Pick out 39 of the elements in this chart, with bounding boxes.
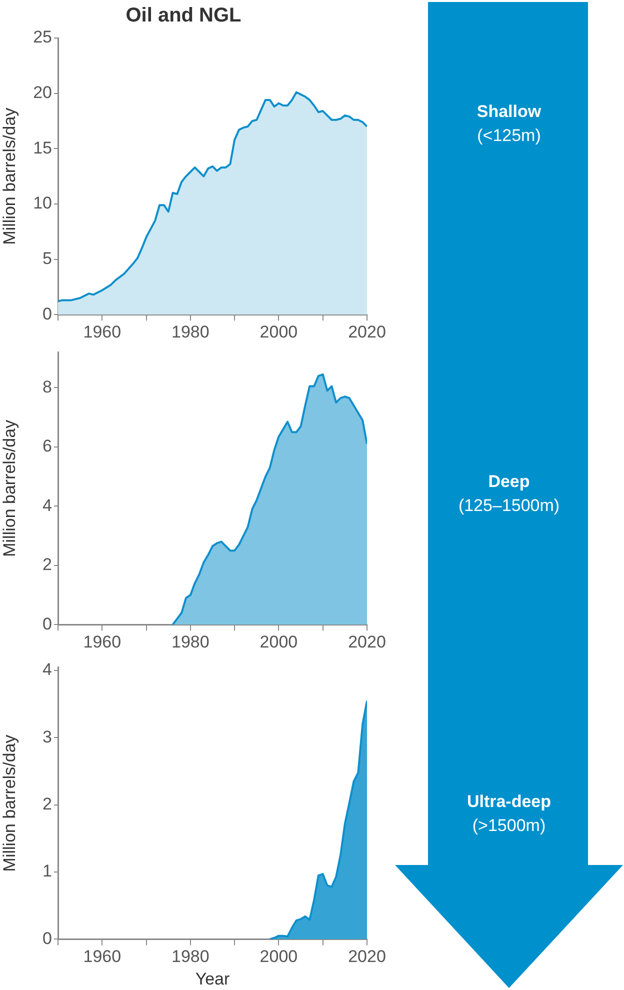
y-tick-label: 0	[42, 614, 52, 634]
y-tick-label: 2	[42, 794, 52, 814]
x-tick-label: 2000	[260, 632, 298, 652]
y-tick-label: 0	[42, 928, 52, 948]
y-tick-label: 4	[42, 660, 52, 680]
y-tick-label: 1	[42, 862, 52, 881]
x-tick-label: 1960	[83, 632, 122, 652]
x-tick-label: 1960	[83, 947, 122, 966]
text: Deep	[487, 471, 531, 493]
y-tick-label: 3	[42, 727, 52, 746]
y-axis-title: Million barrels/day	[0, 419, 19, 557]
y-tick-label: 2	[42, 555, 52, 574]
text: Ultra-deep	[466, 791, 552, 813]
y-tick-label: 8	[42, 377, 52, 396]
y-tick-label: 0	[42, 304, 52, 324]
x-tick-label: 2000	[260, 947, 298, 966]
text: Shallow	[476, 101, 542, 123]
x-tick-label: 2000	[260, 322, 298, 342]
x-tick-label: 1980	[172, 947, 210, 966]
x-tick-label: 2020	[348, 947, 386, 966]
y-tick-label: 4	[42, 496, 52, 515]
y-tick-label: 20	[33, 83, 52, 102]
y-axis-title: Million barrels/day	[0, 107, 19, 245]
x-tick-label: 2020	[348, 632, 386, 652]
y-tick-label: 5	[42, 248, 52, 268]
text: (>1500m)	[471, 815, 547, 837]
y-tick-label: 25	[33, 28, 52, 47]
chart-title: Oil and NGL	[126, 4, 242, 27]
x-tick-label: 1960	[83, 322, 122, 342]
y-tick-label: 10	[33, 194, 52, 213]
x-tick-label: 1980	[172, 632, 210, 652]
text: (125–1500m)	[457, 495, 561, 517]
y-tick-label: 15	[33, 138, 52, 158]
y-axis-title: Million barrels/day	[0, 734, 19, 872]
text: (<125m)	[476, 125, 542, 147]
y-tick-label: 6	[42, 436, 52, 456]
x-tick-label: 1980	[172, 322, 210, 342]
x-tick-label: 2020	[348, 322, 386, 342]
x-axis-title: Year	[195, 969, 230, 988]
